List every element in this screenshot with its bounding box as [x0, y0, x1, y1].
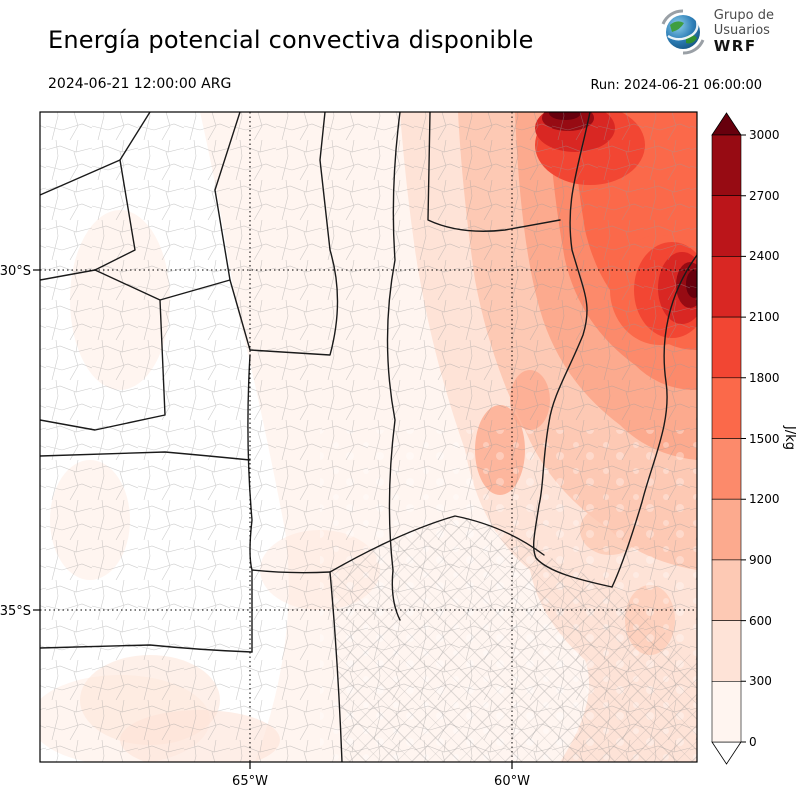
logo-line3: WRF [713, 37, 757, 56]
svg-text:2700: 2700 [749, 189, 780, 203]
colorbar-over-arrow [711, 112, 742, 136]
svg-text:2400: 2400 [749, 249, 780, 263]
svg-text:0: 0 [749, 735, 757, 749]
cape-map: 30°S 35°S 65°W 60°W 3000 2700 2400 2100 … [0, 111, 797, 789]
svg-text:2100: 2100 [749, 310, 780, 324]
map-frame [39, 111, 698, 763]
page-title: Energía potencial convectiva disponible [48, 26, 534, 54]
svg-text:1500: 1500 [749, 432, 780, 446]
department-boundaries-dense [330, 515, 697, 762]
svg-text:1200: 1200 [749, 492, 780, 506]
colorbar-bands [711, 134, 742, 743]
logo-line1: Grupo de [713, 8, 774, 24]
ytick-30s: 30°S [0, 264, 31, 279]
wrf-users-group-logo: Grupo de Usuarios WRF [659, 8, 774, 56]
map-body [40, 112, 697, 762]
colorbar-tick-labels: 3000 2700 2400 2100 1800 1500 1200 900 6… [749, 128, 780, 749]
xtick-65w: 65°W [232, 774, 268, 789]
valid-time-label: 2024-06-21 12:00:00 ARG [48, 76, 232, 92]
run-time-label: Run: 2024-06-21 06:00:00 [590, 78, 762, 93]
colorbar-units-label: J/kg [782, 425, 797, 450]
logo-line2: Usuarios [713, 22, 770, 38]
colorbar-under-arrow [711, 741, 742, 765]
svg-text:300: 300 [749, 674, 772, 688]
colorbar: 3000 2700 2400 2100 1800 1500 1200 900 6… [711, 112, 797, 765]
svg-text:3000: 3000 [749, 128, 780, 142]
svg-text:900: 900 [749, 553, 772, 567]
svg-text:1800: 1800 [749, 371, 780, 385]
ytick-35s: 35°S [0, 604, 31, 619]
globe-icon [661, 9, 705, 55]
colorbar-tickmarks [741, 134, 746, 743]
axis-ticks [33, 269, 513, 769]
province-boundaries [40, 112, 697, 762]
graticule [40, 112, 697, 762]
xtick-60w: 60°W [494, 774, 530, 789]
svg-text:600: 600 [749, 614, 772, 628]
